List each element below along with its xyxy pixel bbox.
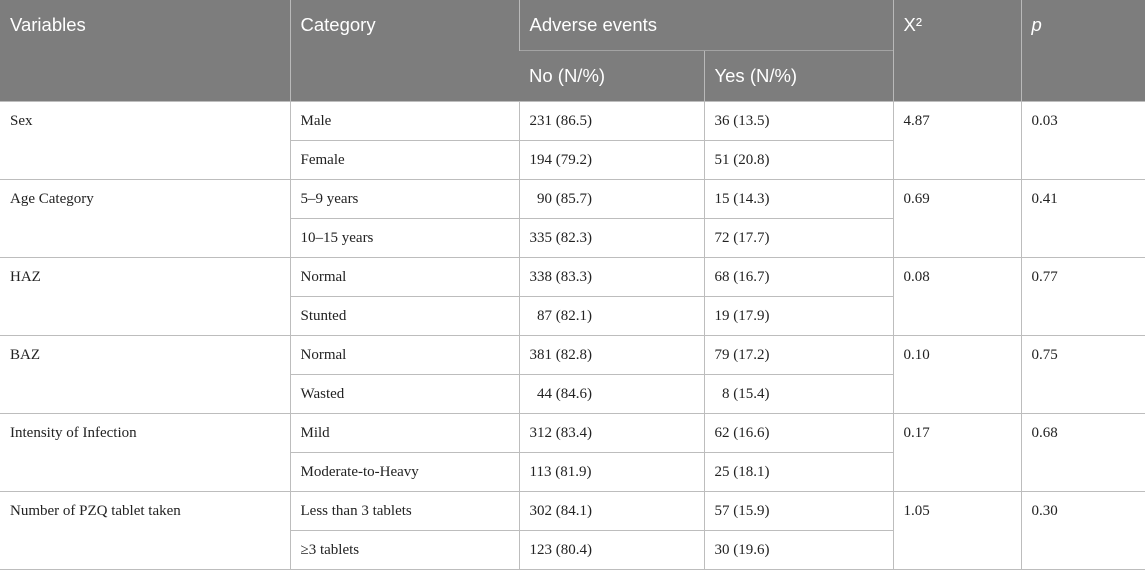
no-cell: 312 (83.4) [518,413,705,453]
chi-square-cell: 0.17 [892,413,1022,492]
header-no: No (N/%) [519,50,704,102]
table-row: Age Category 5–9 years 90 (85.7) 15 (14.… [0,179,1145,258]
table-row: 10–15 years 335 (82.3) 72 (17.7) [0,218,1145,258]
category-cell: Wasted [290,374,520,414]
variable-cell: Age Category [0,179,291,258]
variable-cell: Sex [0,101,291,180]
yes-cell: 8 (15.4) [703,374,894,414]
no-cell: 44 (84.6) [518,374,705,414]
table-body: Sex Male 231 (86.5) 36 (13.5) 4.87 0.03 … [0,101,1145,570]
table-row: Stunted 87 (82.1) 19 (17.9) [0,296,1145,336]
table-header: Variables Category Adverse events X² p N… [0,0,1145,102]
table-row: Moderate-to-Heavy 113 (81.9) 25 (18.1) [0,452,1145,492]
table-row: HAZ Normal 338 (83.3) 68 (16.7) 0.08 0.7… [0,257,1145,336]
yes-cell: 57 (15.9) [703,491,894,531]
no-cell: 381 (82.8) [518,335,705,375]
chi-square-cell: 4.87 [892,101,1022,180]
category-cell: Mild [289,413,520,453]
variable-cell: HAZ [0,257,291,336]
yes-cell: 62 (16.6) [703,413,894,453]
no-cell: 90 (85.7) [518,179,705,219]
header-p-value: p [1020,0,1145,102]
p-value-cell: 0.30 [1020,491,1145,570]
header-adverse-events: Adverse events [518,0,894,51]
no-cell: 338 (83.3) [518,257,705,297]
header-variables: Variables [0,0,290,102]
no-cell: 335 (82.3) [518,218,705,258]
table-row: Wasted 44 (84.6) 8 (15.4) [0,374,1145,414]
p-value-cell: 0.03 [1020,101,1145,180]
yes-cell: 79 (17.2) [703,335,894,375]
p-value-cell: 0.77 [1020,257,1145,336]
p-value-cell: 0.68 [1020,413,1145,492]
header-yes: Yes (N/%) [703,50,894,102]
header-category: Category [289,0,519,102]
header-chi-square: X² [892,0,1022,102]
variable-cell: Intensity of Infection [0,413,291,492]
yes-cell: 36 (13.5) [703,101,894,141]
category-cell: Moderate-to-Heavy [290,452,520,492]
chi-square-cell: 0.69 [892,179,1022,258]
table-row: Sex Male 231 (86.5) 36 (13.5) 4.87 0.03 [0,101,1145,180]
chi-square-cell: 0.10 [892,335,1022,414]
table-row: Number of PZQ tablet taken Less than 3 t… [0,491,1145,570]
p-value-cell: 0.75 [1020,335,1145,414]
category-cell: ≥3 tablets [290,530,520,570]
no-cell: 87 (82.1) [518,296,705,336]
table-row: Intensity of Infection Mild 312 (83.4) 6… [0,413,1145,492]
no-cell: 113 (81.9) [518,452,705,492]
category-cell: Female [290,140,520,180]
no-cell: 194 (79.2) [518,140,705,180]
variable-cell: BAZ [0,335,291,414]
yes-cell: 15 (14.3) [703,179,894,219]
category-cell: Less than 3 tablets [289,491,520,531]
table-row: BAZ Normal 381 (82.8) 79 (17.2) 0.10 0.7… [0,335,1145,414]
category-cell: Normal [289,335,520,375]
p-value-cell: 0.41 [1020,179,1145,258]
no-cell: 231 (86.5) [518,101,705,141]
yes-cell: 68 (16.7) [703,257,894,297]
category-cell: Stunted [290,296,520,336]
yes-cell: 30 (19.6) [703,530,894,570]
no-cell: 123 (80.4) [518,530,705,570]
yes-cell: 51 (20.8) [703,140,894,180]
category-cell: Normal [289,257,520,297]
no-cell: 302 (84.1) [518,491,705,531]
yes-cell: 72 (17.7) [703,218,894,258]
category-cell: Male [289,101,520,141]
chi-square-cell: 0.08 [892,257,1022,336]
yes-cell: 25 (18.1) [703,452,894,492]
category-cell: 5–9 years [289,179,520,219]
category-cell: 10–15 years [290,218,520,258]
yes-cell: 19 (17.9) [703,296,894,336]
